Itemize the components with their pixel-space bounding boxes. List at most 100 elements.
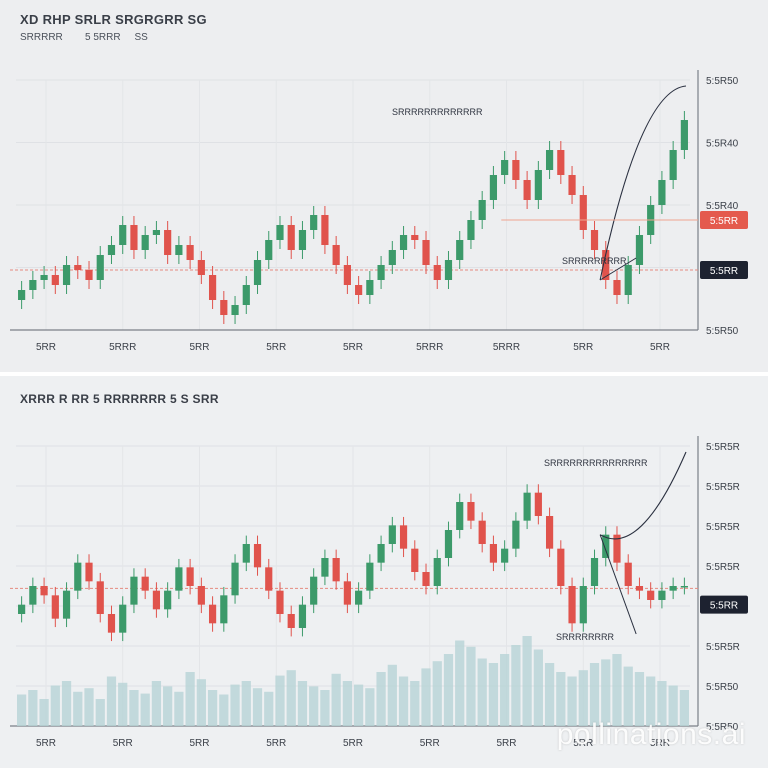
volume-bar bbox=[646, 676, 656, 726]
candle-body bbox=[29, 586, 37, 605]
trend-line bbox=[599, 451, 687, 540]
volume-bar bbox=[544, 663, 555, 726]
x-tick-label: 5RR bbox=[36, 738, 56, 749]
candle-body bbox=[534, 492, 542, 516]
volume-bar bbox=[163, 686, 173, 726]
candle-body bbox=[399, 235, 408, 250]
candle-body bbox=[74, 265, 82, 270]
candle-body bbox=[287, 614, 295, 628]
candle-body bbox=[456, 240, 464, 260]
candle-body bbox=[141, 576, 149, 591]
candle-body bbox=[51, 595, 59, 619]
candle-body bbox=[377, 265, 385, 280]
candle-body bbox=[18, 604, 26, 614]
price-tag bbox=[700, 595, 748, 614]
volume-bar bbox=[589, 663, 600, 726]
grid-lines bbox=[16, 79, 690, 331]
candle-body bbox=[635, 586, 644, 591]
candle-body bbox=[208, 604, 217, 624]
y-tick-label: 5:5R40 bbox=[706, 201, 739, 212]
candle-body bbox=[512, 160, 520, 180]
x-tick-label: 5RR bbox=[573, 738, 593, 749]
price-tag-label: 5:5RR bbox=[710, 216, 738, 227]
candle-body bbox=[545, 150, 554, 170]
candle-body bbox=[489, 544, 498, 563]
candle-body bbox=[680, 120, 688, 150]
candle-body bbox=[298, 604, 307, 628]
volume-bar bbox=[354, 684, 364, 726]
x-tick-label: 5RR bbox=[266, 342, 286, 353]
candle-body bbox=[18, 290, 26, 300]
candle-body bbox=[231, 562, 239, 596]
candle-body bbox=[579, 586, 587, 624]
annotation-leader-line bbox=[599, 257, 637, 281]
volume-bar bbox=[61, 681, 72, 726]
candle-body bbox=[208, 275, 217, 300]
candle-body bbox=[321, 558, 329, 577]
x-tick-label: 5RRR bbox=[493, 342, 520, 353]
candle-body bbox=[130, 225, 138, 250]
volume-bar bbox=[477, 658, 487, 726]
candle-body bbox=[355, 285, 363, 295]
volume-bar bbox=[17, 694, 27, 726]
candle-body bbox=[366, 562, 374, 591]
candle-body bbox=[467, 502, 475, 521]
price-tag bbox=[700, 211, 748, 229]
x-tick-label: 5RR bbox=[343, 342, 363, 353]
candle-body bbox=[613, 534, 621, 563]
y-tick-label: 5:5R5R bbox=[706, 642, 740, 653]
candle-body bbox=[422, 240, 430, 265]
candle-body bbox=[310, 576, 318, 605]
candle-body bbox=[478, 200, 486, 220]
volume-bar bbox=[185, 672, 195, 726]
candle-body bbox=[557, 150, 565, 175]
candle-body bbox=[220, 300, 228, 315]
volume-bar bbox=[522, 636, 532, 726]
volume-bar bbox=[443, 654, 454, 726]
y-tick-label: 5:5R5R bbox=[706, 442, 740, 453]
candle-body bbox=[175, 245, 183, 255]
candle-body bbox=[152, 230, 161, 235]
candle-body bbox=[568, 586, 576, 624]
candle-body bbox=[501, 160, 509, 175]
volume-bar bbox=[410, 681, 420, 726]
candle-body bbox=[568, 175, 576, 195]
candle-body bbox=[590, 558, 599, 586]
panel-divider bbox=[0, 372, 768, 376]
candle-body bbox=[119, 225, 127, 245]
volume-bar bbox=[668, 685, 678, 726]
candle-body bbox=[96, 255, 104, 280]
candle-body bbox=[107, 245, 116, 255]
y-tick-label: 5:5R5R bbox=[706, 482, 740, 493]
volume-bar bbox=[455, 640, 465, 726]
candle-body bbox=[242, 285, 250, 305]
candle-body bbox=[276, 590, 284, 614]
candle-body bbox=[602, 534, 610, 558]
candle-body bbox=[613, 280, 621, 295]
candle-body bbox=[186, 567, 194, 586]
volume-bar bbox=[286, 670, 296, 726]
candle-body bbox=[388, 525, 396, 544]
candle-body bbox=[658, 590, 666, 600]
volume-bar bbox=[219, 694, 229, 726]
x-tick-label: 5RR bbox=[189, 342, 209, 353]
volume-bar bbox=[28, 690, 38, 726]
volume-bar bbox=[196, 679, 206, 726]
candle-body bbox=[62, 265, 71, 285]
volume-bar bbox=[578, 670, 588, 726]
price-tag-label: 5:5RR bbox=[710, 266, 738, 277]
candle-body bbox=[298, 230, 307, 250]
candle-body bbox=[343, 581, 351, 605]
volume-bar bbox=[309, 686, 319, 726]
candle-body bbox=[467, 220, 475, 240]
candle-body bbox=[164, 230, 172, 255]
volume-bar bbox=[387, 664, 397, 726]
volume-bar bbox=[612, 654, 622, 726]
candle-body bbox=[265, 567, 273, 591]
candle-body bbox=[332, 558, 340, 582]
candle-body bbox=[399, 525, 408, 549]
candle-body bbox=[624, 562, 632, 586]
candle-body bbox=[62, 590, 71, 619]
volume-bar bbox=[331, 673, 341, 726]
volume-bar bbox=[500, 654, 510, 726]
